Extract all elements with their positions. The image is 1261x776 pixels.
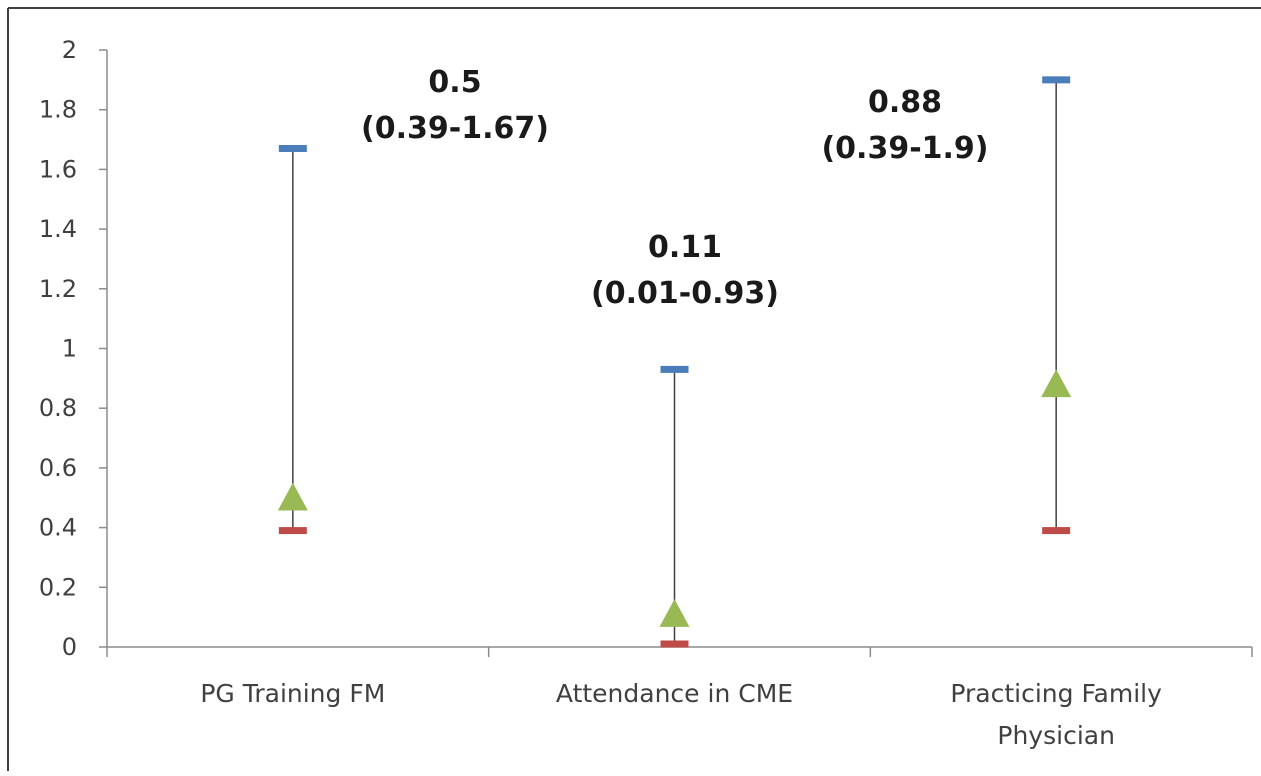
y-tick-label: 1.2 — [39, 275, 77, 303]
y-tick-label: 1 — [62, 335, 77, 363]
estimate-marker — [659, 599, 690, 627]
interval-data-label: (0.39-1.67) — [361, 111, 549, 146]
y-tick-label: 0.6 — [39, 454, 77, 482]
high-marker — [278, 145, 307, 153]
axes-layer — [99, 49, 1253, 657]
y-tick-label: 1.6 — [39, 155, 77, 183]
estimate-marker — [1041, 369, 1072, 398]
interval-data-label: (0.39-1.9) — [821, 131, 988, 166]
category-label: Practicing Family — [950, 679, 1162, 708]
y-tick-label: 0 — [62, 633, 77, 661]
labels-layer: 0 0.2 0.4 0.6 0.8 1 1.2 1.4 1.6 1.8 2 PG Training F… — [39, 36, 1162, 750]
y-tick-label: 0.4 — [39, 514, 77, 542]
low-marker — [1042, 527, 1071, 535]
y-tick-label: 0.2 — [39, 573, 77, 601]
estimate-data-label: 0.11 — [648, 230, 722, 265]
marks-layer — [277, 76, 1072, 648]
interval-data-label: (0.01-0.93) — [591, 276, 779, 311]
y-tick-label: 0.8 — [39, 394, 77, 422]
estimate-data-label: 0.5 — [428, 65, 481, 100]
y-tick-label: 2 — [62, 36, 77, 64]
category-label: PG Training FM — [200, 679, 385, 708]
category-label: Attendance in CME — [556, 679, 793, 708]
estimate-data-label: 0.88 — [868, 85, 942, 120]
high-marker — [1042, 76, 1071, 84]
y-tick-label: 1.4 — [39, 215, 77, 243]
low-marker — [660, 640, 689, 648]
low-marker — [278, 527, 307, 535]
category-label: Physician — [997, 721, 1115, 750]
estimate-marker — [277, 482, 308, 511]
high-marker — [660, 365, 689, 373]
y-tick-label: 1.8 — [39, 96, 77, 124]
